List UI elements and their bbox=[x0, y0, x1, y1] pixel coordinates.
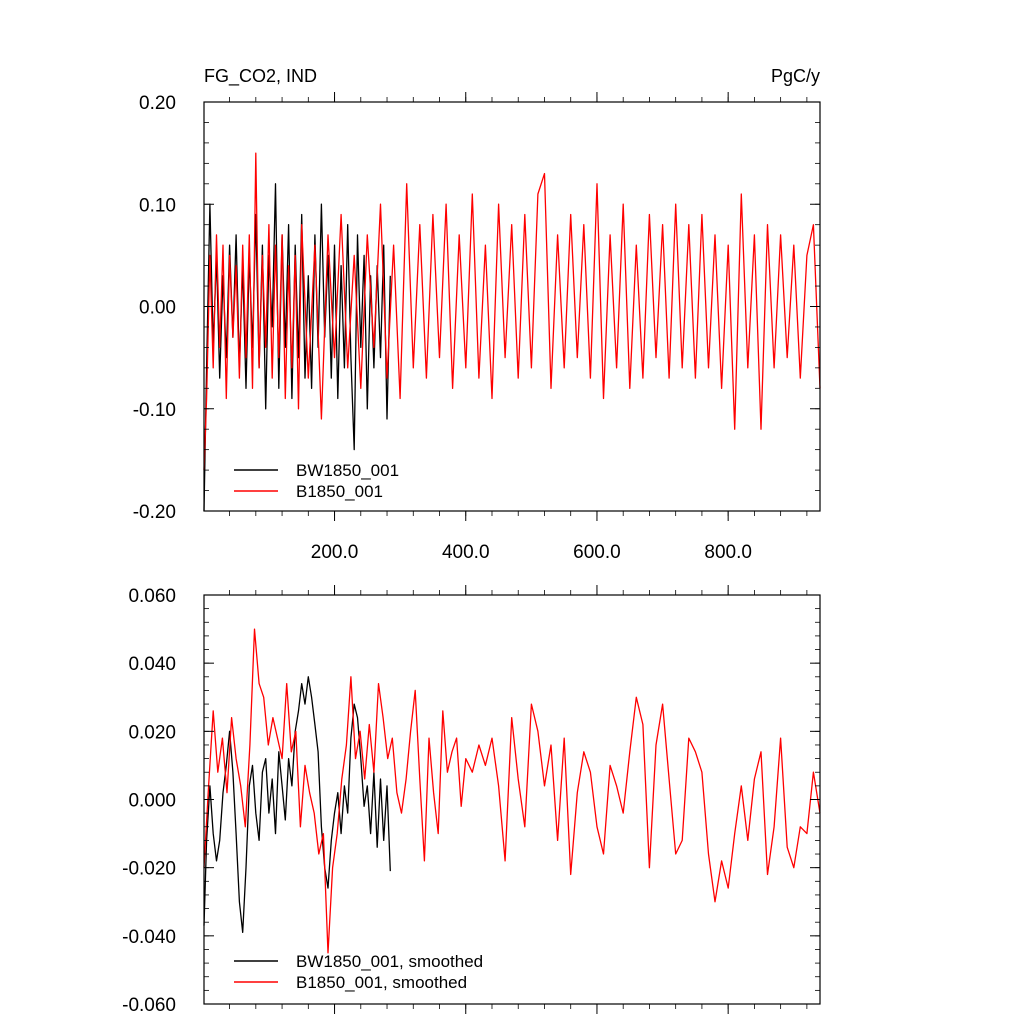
bottom-y-tick-label: 0.020 bbox=[128, 722, 176, 743]
top-title-left: FG_CO2, IND bbox=[204, 66, 317, 87]
top-x-tick-label: 200.0 bbox=[311, 542, 359, 563]
top-y-tick-label: 0.20 bbox=[139, 93, 176, 114]
top-panel: FG_CO2, IND PgC/y -0.20 -0.10 0.00 0.10 0.20… bbox=[133, 66, 821, 563]
top-axes-group: -0.20 -0.10 0.00 0.10 0.20 200.0 400.0 600.0 800… bbox=[133, 92, 820, 563]
bottom-y-tick-label: -0.040 bbox=[122, 927, 176, 948]
top-series-line-1 bbox=[203, 152, 821, 471]
bottom-axes-group: -0.060 -0.040 -0.020 0.000 0.020 0.040 0.060 bbox=[122, 585, 820, 1016]
bottom-legend-label-black: BW1850_001, smoothed bbox=[296, 952, 483, 971]
bottom-series-group bbox=[203, 628, 821, 954]
top-legend-label-red: B1850_001 bbox=[296, 482, 383, 501]
top-y-tick-label: -0.20 bbox=[133, 502, 176, 523]
bottom-y-tick-label: 0.040 bbox=[128, 654, 176, 675]
bottom-plot-frame bbox=[203, 594, 821, 1005]
bottom-series-line-1 bbox=[203, 628, 821, 954]
top-y-tick-label: 0.00 bbox=[139, 298, 176, 319]
top-legend: BW1850_001 B1850_001 bbox=[234, 461, 399, 501]
bottom-y-tick-label: 0.060 bbox=[128, 586, 176, 607]
bottom-y-tick-label: -0.020 bbox=[122, 859, 176, 880]
top-y-tick-label: 0.10 bbox=[139, 195, 176, 216]
top-series-line-0 bbox=[203, 183, 391, 512]
top-title-right: PgC/y bbox=[771, 66, 820, 86]
top-x-tick-label: 600.0 bbox=[573, 542, 621, 563]
bottom-y-tick-label: -0.060 bbox=[122, 995, 176, 1016]
top-plot-frame bbox=[203, 101, 821, 512]
bottom-panel: -0.060 -0.040 -0.020 0.000 0.020 0.040 0.060 B… bbox=[122, 585, 821, 1016]
top-legend-label-black: BW1850_001 bbox=[296, 461, 399, 480]
top-y-tick-label: -0.10 bbox=[133, 400, 176, 421]
bottom-legend: BW1850_001, smoothed B1850_001, smoothed bbox=[234, 952, 483, 992]
top-x-tick-label: 800.0 bbox=[704, 542, 752, 563]
top-series-group bbox=[203, 152, 821, 512]
top-x-tick-label: 400.0 bbox=[442, 542, 490, 563]
bottom-y-tick-label: 0.000 bbox=[128, 791, 176, 812]
bottom-legend-label-red: B1850_001, smoothed bbox=[296, 973, 467, 992]
